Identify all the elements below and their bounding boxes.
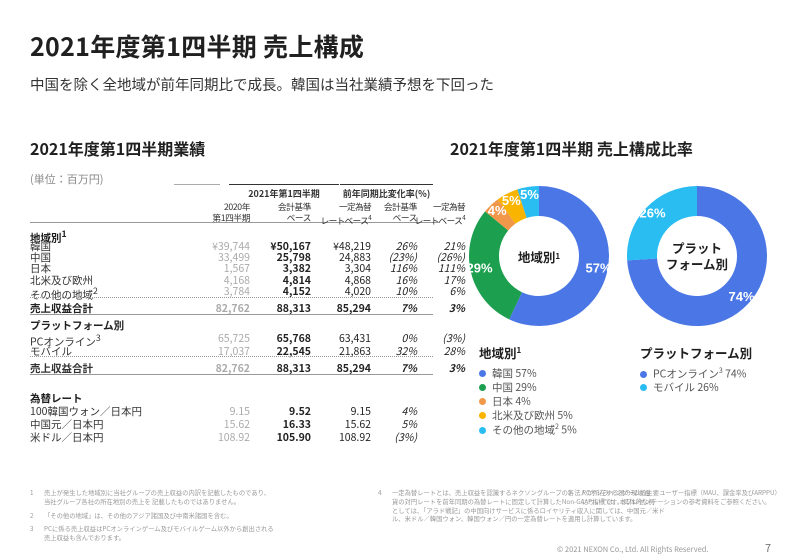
svg-text:29%: 29%	[466, 261, 492, 276]
svg-text:5%: 5%	[520, 187, 539, 202]
svg-text:5%: 5%	[502, 193, 521, 208]
svg-text:26%: 26%	[639, 206, 665, 221]
svg-text:74%: 74%	[728, 289, 754, 304]
